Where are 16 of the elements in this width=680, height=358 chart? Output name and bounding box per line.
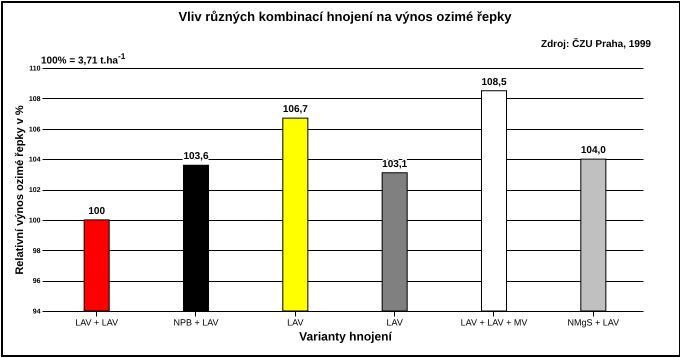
x-tick-label: LAV <box>386 318 403 328</box>
data-label: 106,7 <box>282 104 308 116</box>
x-tick-label: LAV <box>287 318 304 328</box>
x-tick-label: LAV + LAV + MV <box>460 318 528 328</box>
text: 100% = 3,71 t.ha$^{-1}$ <box>41 51 126 66</box>
x-tick-label: LAV + LAV <box>75 318 118 328</box>
chart-title: Vliv různých kombinací hnojení na výnos ozimé řepky <box>178 9 512 24</box>
x-tick-label: NPB + LAV <box>173 318 219 328</box>
data-label: 104,0 <box>580 145 606 156</box>
data-label: 100 <box>88 206 106 217</box>
x-axis-title: Varianty hnojení <box>299 330 393 344</box>
data-label: 103,1 <box>382 158 408 170</box>
text: Zdroj: ČZU Praha, 1999 <box>540 39 651 50</box>
data-label: 108,5 <box>481 76 507 88</box>
x-tick-label: NMgS + LAV <box>568 318 620 328</box>
y-axis-title: Relativní výnos ozimé řepky v % <box>14 105 26 275</box>
